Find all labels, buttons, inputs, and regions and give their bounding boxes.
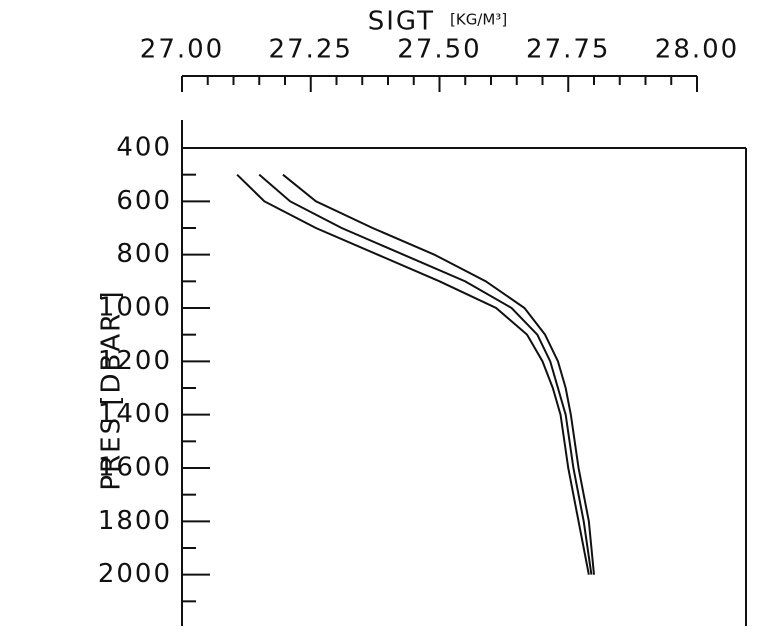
x-axis-label: SIGT	[368, 7, 435, 37]
y-tick-label: 1000	[98, 293, 172, 323]
y-tick-label: 1600	[98, 453, 172, 483]
y-tick-label: 800	[116, 239, 172, 269]
x-tick-label: 27.75	[526, 35, 610, 65]
y-tick-label: 400	[116, 133, 172, 163]
profile-line	[282, 173, 595, 575]
y-axis-label: PRES [DBAR ]	[97, 289, 127, 490]
y-tick-label: 2000	[98, 559, 172, 589]
y-tick-label: 1800	[98, 506, 172, 536]
profile-line	[236, 173, 590, 575]
y-tick-label: 1200	[98, 346, 172, 376]
x-tick-label: 28.00	[655, 35, 739, 65]
profile-line	[258, 173, 593, 575]
x-tick-label: 27.50	[397, 35, 481, 65]
x-tick-label: 27.25	[269, 35, 353, 65]
y-tick-label: 600	[116, 186, 172, 216]
x-tick-label: 27.00	[140, 35, 224, 65]
y-tick-label: 1400	[98, 399, 172, 429]
x-axis-unit: [KG/M³]	[450, 11, 507, 29]
